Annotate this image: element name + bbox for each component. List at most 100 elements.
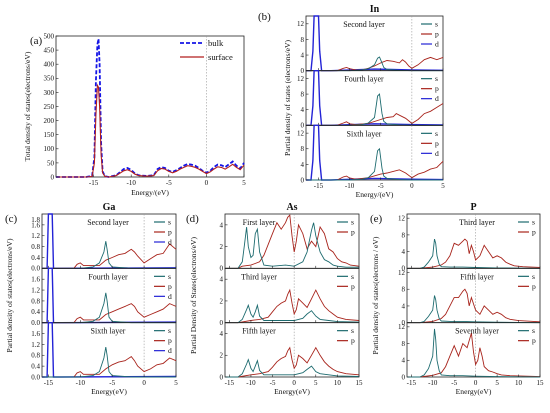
panel-d-sub1-layer-label: First layer <box>243 218 276 227</box>
panel-e-sub3-xtick-label: -15 <box>407 379 417 387</box>
panel-d-sub1-legend-label: s <box>351 218 354 227</box>
panel-b-sub2-ytick-label: 4 <box>301 106 305 114</box>
panel-b-sub3-layer-label: Sixth layer <box>347 129 382 138</box>
panel-e-sub2-series-s <box>407 295 541 324</box>
panel-e-sub2-layer-label: Fifth layer <box>460 272 494 281</box>
panel-c-sub2-ytick-label: 0.0 <box>31 319 40 327</box>
panel-e-sub3-xtick-label: -10 <box>428 379 438 387</box>
panel-b-sub3-ytick-label: 4 <box>301 161 305 169</box>
panel-d-sub3-ytick-label: 0 <box>220 373 224 381</box>
panel-c-sub3-layer-label: Sixth layer <box>91 327 126 336</box>
panel-c-sub1-series-s <box>42 241 176 269</box>
panel-b-sub3-xtick-label: -10 <box>345 182 355 190</box>
panel-e-ylabel: Partial density of states(electrons / eV… <box>371 236 380 354</box>
panel-b-sub2-legend-label: p <box>435 84 439 93</box>
panel-e-sub3-xtick-label: 5 <box>495 379 499 387</box>
panel-c-title: Ga <box>103 202 116 213</box>
panel-e-sub3-ytick-label: 12 <box>398 323 406 331</box>
panel-b-sub2-legend-label: s <box>435 74 438 83</box>
panel-e-sub3-ytick-label: 8 <box>402 340 406 348</box>
panel-b-label: (b) <box>258 11 271 23</box>
panel-b-sub3-ytick-label: 0 <box>301 176 305 184</box>
panel-b-sub3-ytick-label: 8 <box>301 145 305 153</box>
panel-b-sub1-series-p <box>306 56 444 72</box>
panel-b-sub1-layer-label: Second layer <box>343 20 385 29</box>
panel-e-sub1-ytick-label: 4 <box>402 248 406 256</box>
panel-d-sub1-series-s <box>225 222 359 269</box>
panel-b-sub1-ytick-label: 8 <box>301 36 305 44</box>
panel-d-sub3-xtick-label: 15 <box>356 379 364 387</box>
panel-e-sub3-legend-label: s <box>532 326 535 335</box>
panel-c-sub3-legend-label: s <box>168 326 171 335</box>
panel-c-sub1-legend-label: d <box>168 238 172 247</box>
panel-d-sub3-layer-label: Fifth layer <box>242 327 276 336</box>
panel-e-sub2-legend-label: p <box>532 282 536 291</box>
panel-c-sub3-legend-label: d <box>168 346 172 355</box>
panel-e-sub2-legend-label: s <box>532 272 535 281</box>
panel-c-sub1-ytick-label: 0.4 <box>31 254 40 262</box>
panel-d-sub2-ytick-label: 2 <box>220 297 224 305</box>
panel-e-sub3-series-s <box>407 328 541 378</box>
panel-c-sub1-series-p <box>42 243 177 269</box>
panel-c-sub3-xtick-label: 5 <box>174 379 178 387</box>
panel-b-sub3-series-s <box>306 147 443 181</box>
panel-b-sub1-ytick-label: 0 <box>301 67 305 75</box>
panel-a-legend-label: surface <box>208 52 233 62</box>
panel-a-ytick-label: 200 <box>44 117 55 125</box>
panel-b-sub3-legend-label: p <box>435 139 439 148</box>
panel-b-sub1-legend-label: d <box>435 40 439 49</box>
panel-c-ylabel: Partial density of states(electrons/eV) <box>5 238 14 353</box>
panel-e-sub2-ytick-label: 4 <box>402 302 406 310</box>
panel-c-sub3-ytick-label: 0.8 <box>31 352 40 360</box>
panel-d-sub2-series-s <box>225 303 360 324</box>
panel-a-ytick-label: 500 <box>44 32 55 40</box>
panel-b-sub3-xtick-label: -15 <box>314 182 324 190</box>
panel-a-ylabel: Total density of states(electrons/eV) <box>23 51 32 161</box>
panel-d-ylabel: Partial Density of States(electrons/eV) <box>189 237 198 355</box>
panel-b-sub1-ytick-label: 12 <box>297 20 305 28</box>
panel-a-label: (a) <box>30 35 43 47</box>
panel-e-sub1-ytick-label: 0 <box>402 265 406 273</box>
panel-a-ytick-label: 150 <box>44 131 55 139</box>
panel-c-label: (c) <box>5 213 18 225</box>
panel-c-sub2-ytick-label: 1.2 <box>31 286 40 294</box>
panel-d-label: (d) <box>186 213 199 225</box>
panel-d-sub3-xtick-label: 0 <box>292 379 296 387</box>
panel-e-sub3-xtick-label: 10 <box>515 379 523 387</box>
panel-e-sub2-ytick-label: 0 <box>402 319 406 327</box>
panel-d-sub1-ytick-label: 4 <box>220 221 224 229</box>
panel-e-sub1-legend-label: p <box>532 228 536 237</box>
panel-b-sub2-ytick-label: 12 <box>297 75 305 83</box>
panel-e-sub3-xtick-label: -5 <box>451 379 457 387</box>
panel-a-ytick-label: 250 <box>44 103 55 111</box>
panel-c-sub3-xtick-label: -10 <box>76 379 86 387</box>
panel-d-sub3-series-p <box>225 346 360 378</box>
panel-c-sub3-ytick-label: 0.4 <box>31 363 40 371</box>
panel-b-sub1-legend-label: s <box>435 20 438 29</box>
panel-c-sub2-legend-label: p <box>168 282 172 291</box>
panel-b-sub2-ytick-label: 8 <box>301 90 305 98</box>
panel-c-sub2-legend-label: s <box>168 272 171 281</box>
panel-d-sub1-series-p <box>225 214 360 269</box>
panel-d-title: As <box>286 202 297 213</box>
panel-e-sub3-legend-label: p <box>532 336 536 345</box>
panel-e-sub3-xtick-label: 0 <box>474 379 478 387</box>
panel-d-sub1-ytick-label: 2 <box>220 243 224 251</box>
panel-d-sub3-frame <box>224 322 360 378</box>
panel-a-ytick-label: 100 <box>44 145 55 153</box>
panel-d-sub3-xtick-label: 10 <box>334 379 342 387</box>
panel-c-sub3-series-s <box>42 347 176 378</box>
panel-b-sub2-series-p <box>306 103 444 126</box>
panel-a-xtick-label: 0 <box>205 179 209 187</box>
panel-d-sub3-xtick-label: -15 <box>225 379 235 387</box>
panel-a-xtick-label: -10 <box>127 179 137 187</box>
panel-a-xtick-label: -15 <box>89 179 99 187</box>
panel-d-sub3-xtick-label: -10 <box>246 379 256 387</box>
panel-e-sub3-series-p <box>407 332 541 378</box>
panel-a-ytick-label: 0 <box>51 173 55 181</box>
panel-a-ytick-label: 450 <box>44 47 55 55</box>
panel-e-sub2-ytick-label: 8 <box>402 286 406 294</box>
panel-d-sub2-legend-label: s <box>351 272 354 281</box>
panel-c-sub3-xtick-label: -15 <box>44 379 54 387</box>
panel-a-series-bulk <box>56 38 245 178</box>
